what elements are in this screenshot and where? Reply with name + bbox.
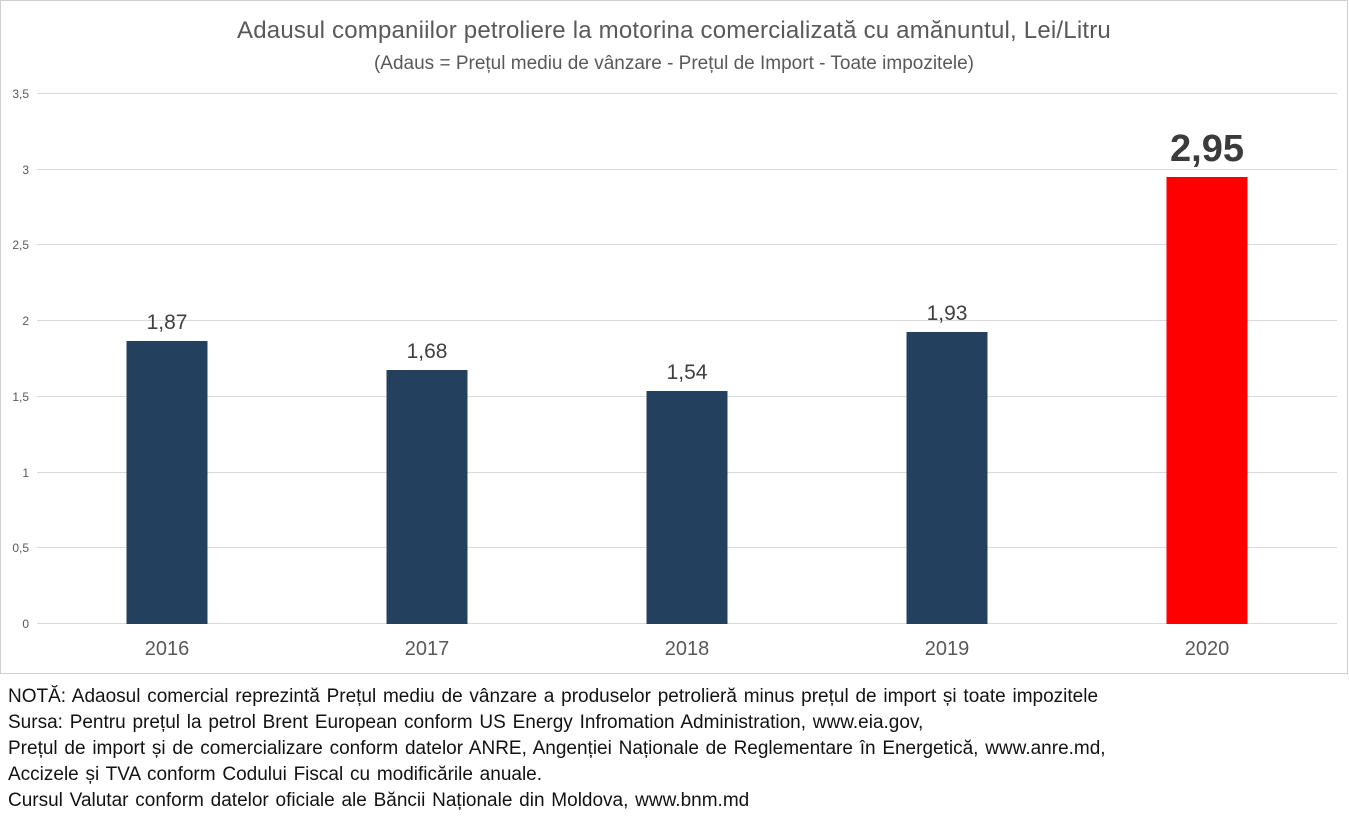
y-tick-label: 2,5	[12, 238, 29, 253]
bar-chart: Adausul companiilor petroliere la motori…	[0, 0, 1348, 674]
x-axis: 2016 2017 2018 2019 2020	[37, 624, 1337, 664]
chart-title: Adausul companiilor petroliere la motori…	[237, 17, 1111, 44]
y-axis: 0 0,5 1 1,5 2 2,5 3 3,5	[1, 87, 31, 631]
y-tick-label: 0	[22, 617, 29, 631]
bar-value-label-2019: 1,93	[926, 301, 968, 325]
bar-value-label-2020: 2,95	[1170, 128, 1244, 171]
x-tick-label-2016: 2016	[144, 638, 190, 660]
gridline	[37, 93, 1337, 94]
y-tick-label: 1,5	[12, 389, 29, 404]
y-tick-label: 2	[22, 314, 29, 329]
note-line: NOTĂ: Adaosul comercial reprezintă Prețu…	[8, 686, 1099, 707]
gridline	[37, 244, 1337, 246]
y-tick-label: 0,5	[12, 541, 29, 556]
gridline	[37, 168, 1337, 170]
bar-value-label-2017: 1,68	[406, 339, 448, 363]
bar-2019	[906, 331, 988, 624]
chart-subtitle: (Adaus = Prețul mediu de vânzare - Prețu…	[373, 53, 975, 74]
y-tick-label: 3	[22, 162, 29, 177]
notes-block: NOTĂ: Adaosul comercial reprezintă Prețu…	[0, 675, 1349, 814]
x-tick-label-2019: 2019	[924, 638, 970, 660]
gridline	[37, 320, 1337, 322]
note-line: Accizele și TVA conform Codului Fiscal c…	[8, 764, 543, 785]
bar-2020	[1166, 177, 1248, 624]
bar-value-label-2018: 1,54	[666, 360, 708, 384]
x-tick-label-2017: 2017	[404, 638, 450, 660]
bar-value-label-2016: 1,87	[146, 310, 188, 334]
note-line: Prețul de import și de comercializare co…	[8, 738, 1106, 759]
y-tick-label: 1	[22, 465, 29, 480]
plot-area: 1,87 1,68 1,54 1,93 2,95	[37, 93, 1337, 624]
note-line: Sursa: Pentru prețul la petrol Brent Eur…	[8, 712, 924, 733]
x-tick-label-2018: 2018	[664, 638, 710, 660]
bar-2017	[386, 369, 468, 624]
bar-2018	[646, 390, 728, 624]
x-tick-label-2020: 2020	[1184, 638, 1230, 660]
note-line: Cursul Valutar conform datelor oficiale …	[8, 790, 750, 811]
y-tick-label: 3,5	[12, 87, 29, 101]
bar-2016	[126, 340, 208, 624]
